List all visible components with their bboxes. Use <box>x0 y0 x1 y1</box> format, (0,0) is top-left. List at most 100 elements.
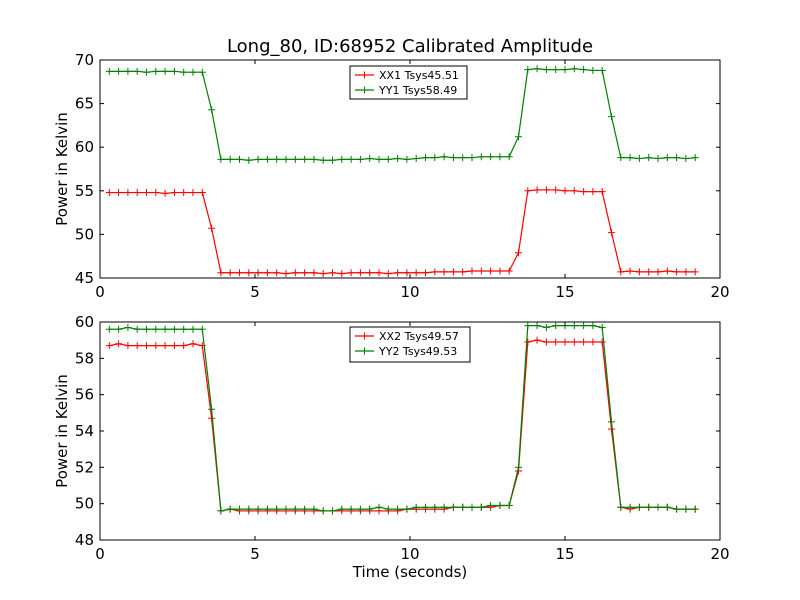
data-point <box>180 325 188 333</box>
data-point <box>133 342 141 350</box>
data-point <box>161 342 169 350</box>
data-point <box>505 267 513 275</box>
data-point <box>301 269 309 277</box>
data-point <box>189 189 197 197</box>
legend-marker <box>361 347 368 355</box>
data-point <box>347 155 355 163</box>
data-point <box>356 505 364 513</box>
data-point <box>208 414 216 422</box>
data-point <box>143 189 150 197</box>
data-point <box>384 155 392 163</box>
data-point <box>449 154 457 162</box>
data-point <box>170 189 178 197</box>
data-point <box>617 268 625 276</box>
data-point <box>347 269 355 277</box>
data-point <box>226 155 234 163</box>
data-point <box>105 67 113 75</box>
data-point <box>384 270 392 278</box>
data-point <box>319 507 327 515</box>
data-point <box>487 267 495 275</box>
data-point <box>487 153 495 161</box>
series-markers-yy1 <box>105 65 699 164</box>
data-point <box>273 505 281 513</box>
data-point <box>366 155 374 163</box>
data-point <box>180 189 188 197</box>
series-line-xx1 <box>109 189 696 275</box>
y-axis-label: Power in Kelvin <box>53 374 71 488</box>
data-point <box>626 154 634 162</box>
legend-label: XX1 Tsys45.51 <box>379 69 459 82</box>
legend: XX2 Tsys49.57 YY2 Tsys49.53 <box>349 326 471 363</box>
data-point <box>152 325 160 333</box>
data-point <box>515 249 522 257</box>
data-point <box>580 338 588 346</box>
data-point <box>580 66 588 74</box>
data-point <box>691 505 699 513</box>
data-point <box>598 323 606 331</box>
data-point <box>403 155 411 163</box>
data-point <box>226 505 234 513</box>
data-point <box>524 187 532 195</box>
data-point <box>505 501 513 509</box>
data-point <box>412 269 420 277</box>
data-point <box>273 269 281 277</box>
data-point <box>431 154 439 162</box>
data-point <box>133 67 141 75</box>
data-point <box>552 186 560 194</box>
data-point <box>589 188 597 196</box>
data-point <box>217 155 225 163</box>
data-point <box>617 503 625 511</box>
data-point <box>152 67 160 75</box>
data-point <box>635 268 643 276</box>
data-point <box>580 322 588 330</box>
data-point <box>663 154 671 162</box>
data-point <box>189 325 197 333</box>
y-tick-label: 54 <box>75 422 94 440</box>
data-point <box>459 268 467 276</box>
chart-title: Long_80, ID:68952 Calibrated Amplitude <box>227 36 593 57</box>
data-point <box>617 154 625 162</box>
series-line-yy2 <box>109 325 696 512</box>
data-point <box>124 189 132 197</box>
legend-marker <box>361 71 368 79</box>
data-point <box>412 155 420 163</box>
x-tick-label: 5 <box>250 545 260 563</box>
data-point <box>533 65 541 73</box>
data-point <box>552 338 560 346</box>
data-point <box>654 503 662 511</box>
y-tick-label: 60 <box>75 138 94 156</box>
data-point <box>524 338 532 346</box>
series-markers-xx1 <box>105 186 699 278</box>
legend-label: YY1 Tsys58.49 <box>378 84 457 97</box>
legend-marker <box>361 86 368 94</box>
data-point <box>533 322 541 330</box>
data-point <box>338 270 346 278</box>
data-point <box>310 505 318 513</box>
series-line-yy1 <box>109 68 696 161</box>
data-point <box>431 503 439 511</box>
data-point <box>645 154 653 162</box>
x-tick-label: 5 <box>250 283 260 301</box>
data-point <box>375 155 383 163</box>
data-point <box>105 325 113 333</box>
data-point <box>291 269 299 277</box>
data-point <box>542 338 550 346</box>
data-point <box>477 153 485 161</box>
y-tick-label: 70 <box>75 51 94 69</box>
data-point <box>198 189 206 197</box>
data-point <box>459 503 467 511</box>
y-tick-label: 52 <box>75 458 94 476</box>
data-point <box>338 155 346 163</box>
data-point <box>291 505 299 513</box>
data-point <box>208 106 216 114</box>
legend-label: XX2 Tsys49.57 <box>379 330 459 343</box>
data-point <box>515 133 522 141</box>
data-point <box>189 340 197 348</box>
data-point <box>645 503 653 511</box>
data-point <box>654 268 662 276</box>
data-point <box>682 268 690 276</box>
data-point <box>301 505 309 513</box>
data-point <box>152 342 160 350</box>
y-tick-label: 65 <box>75 95 94 113</box>
